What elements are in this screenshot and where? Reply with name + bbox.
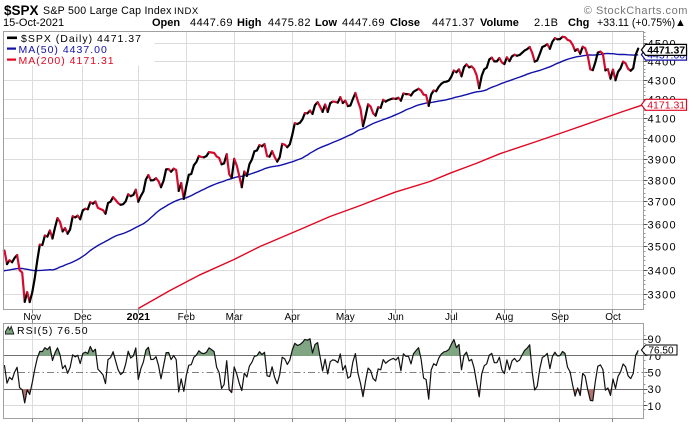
svg-text:High: High	[237, 17, 262, 29]
svg-text:4447.69: 4447.69	[190, 17, 233, 29]
svg-text:Oct: Oct	[605, 312, 621, 323]
svg-text:MA(200) 4171.31: MA(200) 4171.31	[19, 55, 115, 67]
svg-text:Jul: Jul	[445, 312, 458, 323]
svg-text:Aug: Aug	[496, 312, 514, 323]
svg-text:4471.37: 4471.37	[647, 45, 685, 57]
svg-text:90: 90	[648, 334, 663, 346]
svg-text:2021: 2021	[127, 311, 151, 323]
svg-text:4000: 4000	[648, 134, 677, 146]
svg-text:Chg: Chg	[568, 17, 589, 29]
svg-text:2.1B: 2.1B	[534, 17, 558, 29]
svg-text:3700: 3700	[648, 197, 677, 209]
svg-text:3900: 3900	[648, 155, 677, 167]
svg-text:10: 10	[648, 401, 663, 413]
svg-text:3300: 3300	[648, 290, 677, 302]
svg-text:Feb: Feb	[178, 312, 196, 323]
svg-text:4447.69: 4447.69	[342, 17, 385, 29]
svg-text:Close: Close	[390, 17, 420, 29]
svg-text:Apr: Apr	[285, 312, 301, 323]
svg-text:Mar: Mar	[226, 312, 244, 323]
svg-text:Volume: Volume	[480, 17, 519, 29]
svg-text:INDX: INDX	[174, 6, 199, 17]
svg-text:30: 30	[648, 384, 663, 396]
svg-text:4171.31: 4171.31	[647, 100, 685, 112]
svg-text:4471.37: 4471.37	[432, 17, 475, 29]
svg-text:▲: ▲	[675, 17, 686, 29]
svg-text:RSI(5) 76.50: RSI(5) 76.50	[17, 325, 89, 337]
svg-text:50: 50	[648, 368, 663, 380]
svg-text:MA(50) 4437.00: MA(50) 4437.00	[19, 44, 108, 56]
svg-text:3400: 3400	[648, 266, 677, 278]
svg-text:76.50: 76.50	[649, 346, 674, 357]
svg-text:Open: Open	[152, 17, 180, 29]
svg-text:4475.82: 4475.82	[268, 17, 311, 29]
svg-text:Jun: Jun	[388, 312, 404, 323]
svg-text:+33.11 (+0.75%): +33.11 (+0.75%)	[597, 17, 675, 29]
svg-text:3600: 3600	[648, 220, 677, 232]
svg-text:Dec: Dec	[74, 312, 92, 323]
svg-text:3800: 3800	[648, 176, 677, 188]
svg-text:© StockCharts.com: © StockCharts.com	[584, 5, 688, 17]
svg-text:4300: 4300	[648, 76, 677, 88]
svg-text:Low: Low	[315, 17, 337, 29]
svg-text:S&P 500 Large Cap Index: S&P 500 Large Cap Index	[43, 5, 172, 17]
svg-text:$SPX: $SPX	[4, 3, 39, 18]
svg-text:15-Oct-2021: 15-Oct-2021	[3, 17, 64, 29]
svg-text:Sep: Sep	[551, 312, 569, 323]
svg-text:May: May	[336, 312, 355, 323]
svg-text:$SPX (Daily) 4471.37: $SPX (Daily) 4471.37	[21, 33, 142, 45]
svg-text:Nov: Nov	[23, 312, 41, 323]
svg-text:3500: 3500	[648, 242, 677, 254]
svg-text:4100: 4100	[648, 114, 677, 126]
